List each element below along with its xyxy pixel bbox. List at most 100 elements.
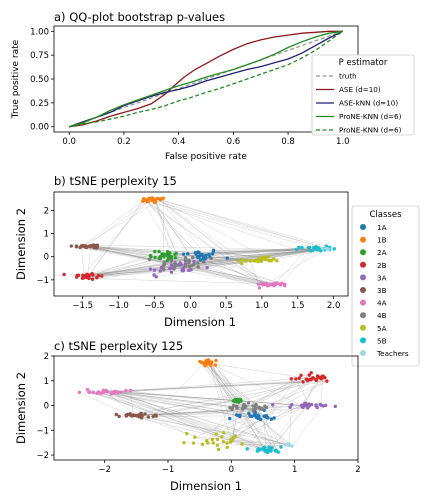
point-5A: [253, 258, 258, 263]
point-5A: [233, 434, 237, 438]
edge: [264, 248, 328, 285]
point-4A: [256, 282, 261, 286]
point-5A: [221, 439, 226, 444]
edge: [264, 380, 328, 417]
edge: [201, 362, 237, 407]
legend-title: P estimator: [339, 58, 388, 68]
edge: [211, 361, 254, 411]
point-1A: [211, 248, 216, 252]
point-2B: [309, 371, 313, 375]
point-2B: [311, 376, 315, 380]
edge: [206, 362, 254, 411]
edge: [223, 441, 289, 445]
point-5A: [221, 430, 226, 435]
point-2A: [174, 251, 178, 256]
x-tick-label: 0.5: [219, 301, 233, 311]
point-1B: [210, 360, 214, 364]
panel-a-title: a) QQ-plot bootstrap p-values: [54, 10, 225, 24]
edge: [153, 415, 267, 417]
point-5A: [248, 259, 252, 263]
legend-marker: [360, 312, 366, 319]
point-5B: [256, 447, 260, 451]
series-line-4: [69, 30, 344, 128]
point-1A: [228, 416, 232, 421]
edge: [155, 399, 239, 416]
edge: [164, 248, 327, 263]
edge: [237, 379, 308, 400]
point-3B: [125, 413, 129, 417]
legend-marker: [360, 287, 366, 293]
point-1B: [143, 198, 147, 202]
point-2A: [153, 249, 157, 254]
series-line-3: [69, 30, 343, 128]
point-4B: [246, 401, 251, 405]
point-1B: [213, 363, 217, 367]
point-2B: [297, 376, 301, 380]
point-3A: [181, 266, 186, 270]
edge: [207, 363, 277, 451]
edge: [116, 391, 307, 407]
x-tick-label: 0.0: [183, 301, 197, 311]
panel-c-frame: [53, 355, 359, 461]
point-3A: [306, 402, 311, 406]
edge: [242, 378, 296, 410]
edge: [157, 198, 266, 258]
point-4B: [196, 265, 200, 269]
edge: [229, 418, 293, 447]
point-3A: [159, 265, 164, 270]
point-1A: [258, 417, 263, 422]
point-3A: [303, 403, 307, 407]
edge: [264, 416, 267, 452]
edge: [111, 393, 156, 416]
x-tick-label: −2: [98, 465, 111, 475]
point-4A: [116, 390, 120, 395]
panel-b-plot: −1.5 −1.0 −0.5 0.0 0.5 1.0 1.5 2.0 −1 0 1 2: [36, 196, 340, 311]
point-4A: [275, 281, 279, 285]
edge: [98, 260, 259, 276]
point-1A: [197, 250, 201, 255]
point-2B: [299, 373, 303, 377]
x-tick-label: 0.4: [172, 137, 186, 147]
point-3A: [288, 405, 292, 409]
edge: [103, 390, 138, 416]
point-1A: [210, 252, 215, 256]
edge: [209, 363, 232, 440]
point-3B: [143, 412, 147, 416]
y-tick-label: 0.75: [30, 51, 49, 61]
point-4A: [257, 286, 262, 290]
point-2B: [294, 377, 298, 381]
edge: [164, 248, 329, 265]
point-5A: [182, 441, 186, 445]
point-3A: [205, 265, 209, 270]
point-1A: [262, 414, 266, 418]
edge: [235, 406, 279, 453]
point-5B: [297, 245, 301, 250]
edge: [151, 200, 328, 249]
legend-label: 2B: [377, 261, 387, 270]
point-1A: [186, 252, 190, 256]
point-3B: [153, 413, 158, 417]
edge: [88, 249, 314, 278]
point-Teachers: [287, 443, 291, 448]
point-4B: [231, 404, 236, 408]
x-tick-label: 2: [355, 465, 360, 475]
edge: [281, 250, 311, 284]
y-tick-label: 0.25: [30, 99, 49, 109]
legend-label: 4B: [377, 311, 387, 320]
point-2B: [100, 274, 104, 278]
edge: [153, 416, 222, 438]
legend-marker: [360, 337, 366, 344]
edge: [79, 392, 128, 415]
edge: [238, 415, 266, 452]
edge: [80, 247, 177, 266]
point-1A: [202, 255, 206, 260]
point-1B: [202, 361, 206, 365]
legend-label: ProNE-KNN (d=6): [339, 112, 402, 121]
point-4A: [85, 387, 90, 392]
point-5A: [266, 255, 270, 259]
edge: [103, 392, 261, 420]
point-5A: [264, 257, 268, 262]
point-1A: [255, 415, 259, 420]
point-2B: [96, 274, 101, 278]
point-3A: [321, 404, 325, 408]
